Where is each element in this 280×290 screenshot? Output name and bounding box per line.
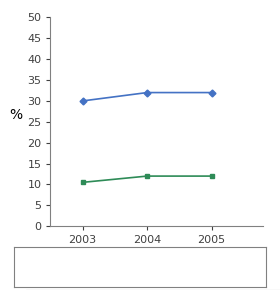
Y-axis label: %: % bbox=[10, 108, 23, 122]
Through 3 months bbox=[81, 99, 84, 103]
Through 6 months bbox=[145, 174, 149, 178]
X-axis label: Year of Birth: Year of Birth bbox=[123, 251, 191, 261]
Through 6 months bbox=[210, 174, 213, 178]
Through 6 months bbox=[81, 181, 84, 184]
Through 3 months bbox=[210, 91, 213, 94]
Line: Through 3 months: Through 3 months bbox=[80, 90, 214, 103]
Line: Through 6 months: Through 6 months bbox=[80, 174, 214, 185]
Through 3 months bbox=[145, 91, 149, 94]
